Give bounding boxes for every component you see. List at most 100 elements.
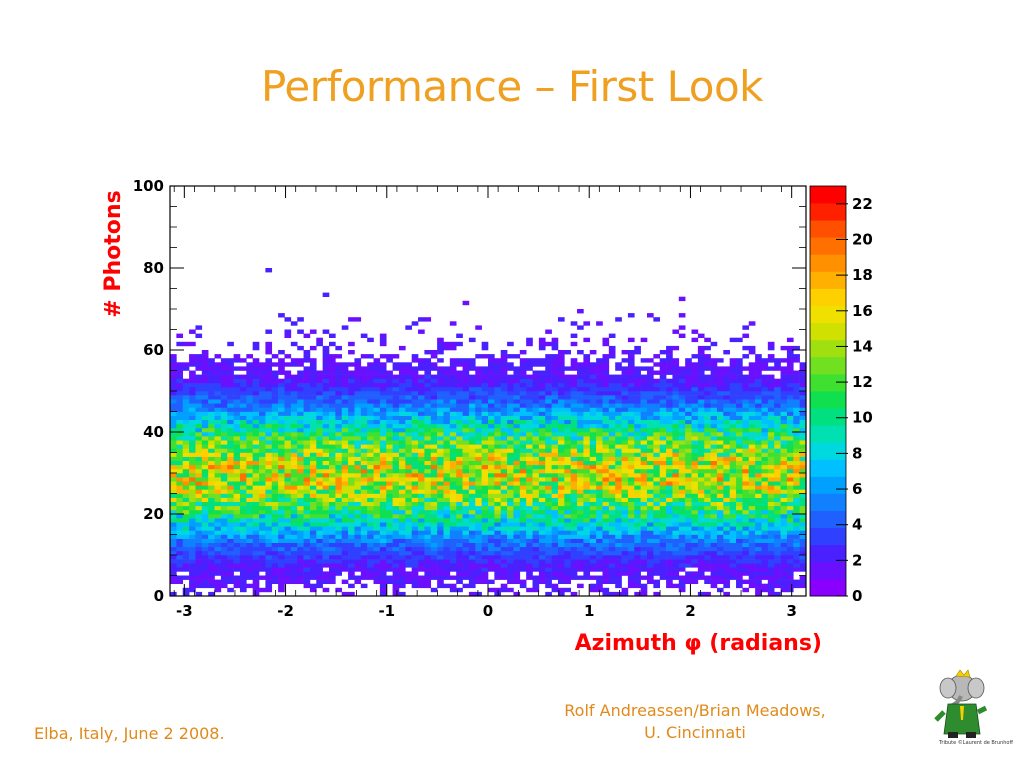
heatmap-cell <box>481 460 489 466</box>
heatmap-cell <box>557 477 565 482</box>
heatmap-cell <box>284 464 292 470</box>
heatmap-cell <box>271 399 279 404</box>
heatmap-cell <box>596 423 603 429</box>
heatmap-cell <box>691 399 699 404</box>
heatmap-cell <box>379 550 387 556</box>
heatmap-cell <box>494 485 502 490</box>
heatmap-cell <box>729 534 737 539</box>
heatmap-cell <box>259 403 266 408</box>
heatmap-cell <box>373 444 381 449</box>
heatmap-cell <box>405 546 412 552</box>
heatmap-cell <box>729 386 737 392</box>
heatmap-cell <box>742 477 750 482</box>
heatmap-cell <box>259 436 266 441</box>
heatmap-cell <box>532 583 540 589</box>
heatmap-cell <box>239 542 247 548</box>
heatmap-cell <box>259 395 266 400</box>
heatmap-cell <box>259 514 266 519</box>
heatmap-cell <box>360 395 368 400</box>
heatmap-cell <box>367 546 374 552</box>
heatmap-cell <box>233 481 241 486</box>
heatmap-cell <box>259 526 266 531</box>
heatmap-cell <box>316 460 323 466</box>
heatmap-cell <box>354 534 362 539</box>
heatmap-cell <box>449 534 457 539</box>
heatmap-cell <box>348 448 355 453</box>
heatmap-cell <box>392 460 400 466</box>
heatmap-cell <box>691 559 699 564</box>
heatmap-cell <box>500 456 508 461</box>
heatmap-cell <box>602 403 610 408</box>
heatmap-cell <box>386 514 393 519</box>
heatmap-cell <box>475 559 482 564</box>
heatmap-cell <box>322 419 330 425</box>
heatmap-cell <box>526 419 533 425</box>
heatmap-cell <box>678 382 686 388</box>
heatmap-cell <box>214 481 222 486</box>
heatmap-cell <box>755 501 762 507</box>
heatmap-cell <box>799 526 807 531</box>
heatmap-cell <box>659 575 667 580</box>
heatmap-cell <box>182 386 190 392</box>
heatmap-cell <box>736 583 743 589</box>
heatmap-cell <box>233 436 241 441</box>
heatmap-cell <box>297 538 304 543</box>
heatmap-cell <box>252 534 260 539</box>
heatmap-cell <box>220 444 228 449</box>
heatmap-cell <box>284 391 292 396</box>
heatmap-cell <box>418 436 425 441</box>
heatmap-cell <box>398 559 406 564</box>
heatmap-cell <box>602 489 610 494</box>
heatmap-cell <box>545 452 552 457</box>
heatmap-cell <box>678 440 686 445</box>
heatmap-cell <box>322 395 330 400</box>
heatmap-cell <box>227 501 234 507</box>
heatmap-cell <box>545 436 552 441</box>
heatmap-cell <box>710 419 718 425</box>
heatmap-cell <box>405 550 412 556</box>
heatmap-cell <box>666 419 673 425</box>
heatmap-cell <box>602 399 610 404</box>
heatmap-cell <box>462 464 470 470</box>
heatmap-cell <box>201 559 209 564</box>
heatmap-cell <box>716 436 724 441</box>
heatmap-cell <box>481 509 489 515</box>
heatmap-cell <box>227 456 234 461</box>
heatmap-cell <box>335 440 343 445</box>
heatmap-cell <box>583 427 591 433</box>
heatmap-cell <box>538 460 546 466</box>
heatmap-cell <box>678 579 686 584</box>
heatmap-cell <box>672 460 680 466</box>
heatmap-cell <box>411 399 419 404</box>
heatmap-cell <box>481 550 489 556</box>
heatmap-cell <box>736 567 743 572</box>
heatmap-cell <box>577 407 584 412</box>
heatmap-cell <box>634 440 641 445</box>
heatmap-cell <box>449 423 457 429</box>
heatmap-cell <box>316 436 323 441</box>
heatmap-cell <box>500 530 508 535</box>
heatmap-cell <box>379 497 387 502</box>
heatmap-cell <box>182 501 190 507</box>
heatmap-cell <box>239 460 247 466</box>
heatmap-cell <box>233 501 241 507</box>
heatmap-cell <box>208 489 215 494</box>
heatmap-cell <box>685 452 692 457</box>
heatmap-cell <box>348 542 355 548</box>
heatmap-cell <box>462 550 470 556</box>
heatmap-cell <box>583 395 591 400</box>
heatmap-cell <box>195 522 203 527</box>
heatmap-cell <box>532 546 540 552</box>
heatmap-cell <box>513 514 521 519</box>
heatmap-cell <box>265 559 273 564</box>
heatmap-cell <box>488 567 495 572</box>
heatmap-cell <box>538 481 546 486</box>
heatmap-cell <box>367 448 374 453</box>
heatmap-cell <box>309 489 317 494</box>
heatmap-cell <box>596 403 603 408</box>
heatmap-cell <box>386 497 393 502</box>
heatmap-cell <box>214 452 222 457</box>
heatmap-cell <box>627 386 635 392</box>
heatmap-cell <box>297 419 304 425</box>
heatmap-cell <box>316 567 323 572</box>
